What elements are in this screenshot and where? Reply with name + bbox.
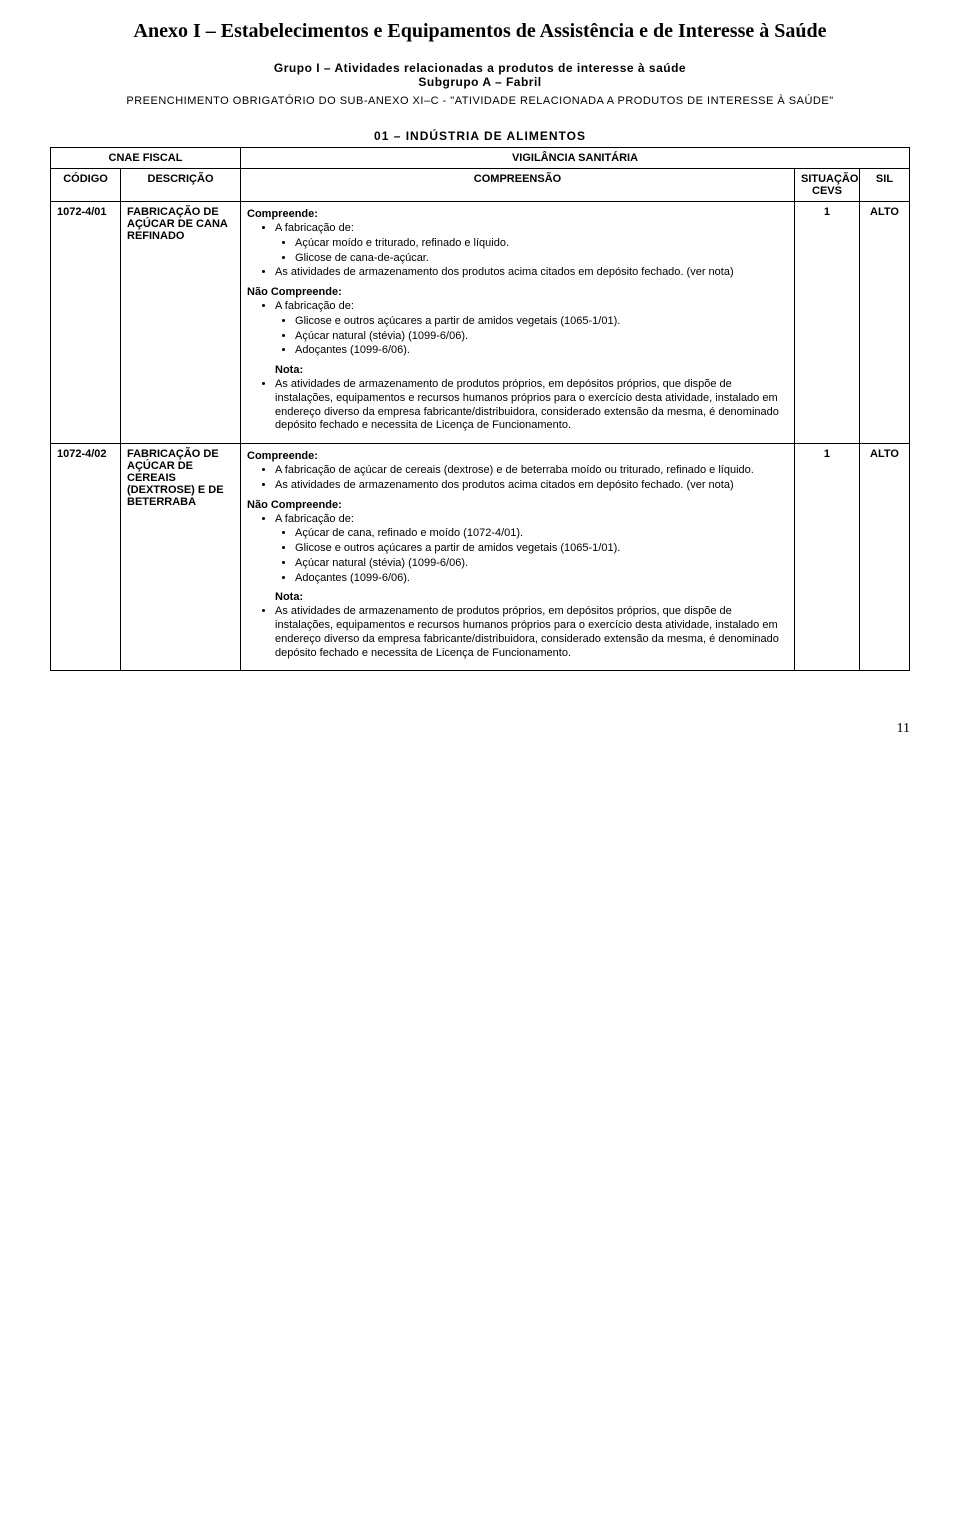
table-header-row-1: CNAE FISCAL VIGILÂNCIA SANITÁRIA <box>51 148 910 169</box>
nota-label: Nota: <box>275 364 788 376</box>
list-item: As atividades de armazenamento dos produ… <box>275 266 788 280</box>
table-row: 1072-4/01 FABRICAÇÃO DE AÇÚCAR DE CANA R… <box>51 202 910 444</box>
list-item: Adoçantes (1099-6/06). <box>295 344 788 358</box>
list-item: Adoçantes (1099-6/06). <box>295 572 788 586</box>
nao-compreende-label: Não Compreende: <box>247 286 788 298</box>
page-title: Anexo I – Estabelecimentos e Equipamento… <box>50 20 910 43</box>
cell-sil: ALTO <box>859 202 909 444</box>
cell-codigo: 1072-4/02 <box>51 444 121 671</box>
compreende-label: Compreende: <box>247 208 788 220</box>
header-vigilancia: VIGILÂNCIA SANITÁRIA <box>241 148 910 169</box>
nota-label: Nota: <box>275 591 788 603</box>
compreende-label: Compreende: <box>247 450 788 462</box>
header-situacao: SITUAÇÃO CEVS <box>794 169 859 202</box>
main-table: CNAE FISCAL VIGILÂNCIA SANITÁRIA CÓDIGO … <box>50 147 910 671</box>
subgroup-line: Subgrupo A – Fabril <box>50 75 910 89</box>
cell-sil: ALTO <box>859 444 909 671</box>
nao-intro: A fabricação de: <box>275 513 354 525</box>
list-item: A fabricação de: Açúcar de cana, refinad… <box>275 513 788 586</box>
list-item: As atividades de armazenamento de produt… <box>275 605 788 660</box>
list-item: Glicose e outros açúcares a partir de am… <box>295 542 788 556</box>
list-item: A fabricação de açúcar de cereais (dextr… <box>275 464 788 478</box>
nao-compreende-label: Não Compreende: <box>247 499 788 511</box>
nao-intro: A fabricação de: <box>275 300 354 312</box>
section-heading: 01 – INDÚSTRIA DE ALIMENTOS <box>50 129 910 143</box>
header-descricao: DESCRIÇÃO <box>121 169 241 202</box>
cell-compreensao: Compreende: A fabricação de açúcar de ce… <box>241 444 795 671</box>
list-item: A fabricação de: Açúcar moído e triturad… <box>275 222 788 265</box>
cell-descricao: FABRICAÇÃO DE AÇÚCAR DE CANA REFINADO <box>121 202 241 444</box>
header-cnae: CNAE FISCAL <box>51 148 241 169</box>
cell-codigo: 1072-4/01 <box>51 202 121 444</box>
list-item: Glicose e outros açúcares a partir de am… <box>295 315 788 329</box>
cell-situacao: 1 <box>794 444 859 671</box>
table-row: 1072-4/02 FABRICAÇÃO DE AÇÚCAR DE CEREAI… <box>51 444 910 671</box>
list-item: As atividades de armazenamento de produt… <box>275 378 788 433</box>
cell-situacao: 1 <box>794 202 859 444</box>
table-header-row-2: CÓDIGO DESCRIÇÃO COMPREENSÃO SITUAÇÃO CE… <box>51 169 910 202</box>
instructions-line: PREENCHIMENTO OBRIGATÓRIO DO SUB-ANEXO X… <box>50 95 910 107</box>
list-item: A fabricação de: Glicose e outros açúcar… <box>275 300 788 358</box>
page-number: 11 <box>50 721 910 737</box>
compreende-intro: A fabricação de: <box>275 222 354 234</box>
header-compreensao: COMPREENSÃO <box>241 169 795 202</box>
list-item: Açúcar de cana, refinado e moído (1072-4… <box>295 527 788 541</box>
list-item: Açúcar natural (stévia) (1099-6/06). <box>295 557 788 571</box>
list-item: Glicose de cana-de-açúcar. <box>295 252 788 266</box>
header-sil: SIL <box>859 169 909 202</box>
cell-descricao: FABRICAÇÃO DE AÇÚCAR DE CEREAIS (DEXTROS… <box>121 444 241 671</box>
cell-compreensao: Compreende: A fabricação de: Açúcar moíd… <box>241 202 795 444</box>
list-item: Açúcar moído e triturado, refinado e líq… <box>295 237 788 251</box>
list-item: As atividades de armazenamento dos produ… <box>275 479 788 493</box>
header-codigo: CÓDIGO <box>51 169 121 202</box>
group-line: Grupo I – Atividades relacionadas a prod… <box>50 61 910 75</box>
list-item: Açúcar natural (stévia) (1099-6/06). <box>295 330 788 344</box>
